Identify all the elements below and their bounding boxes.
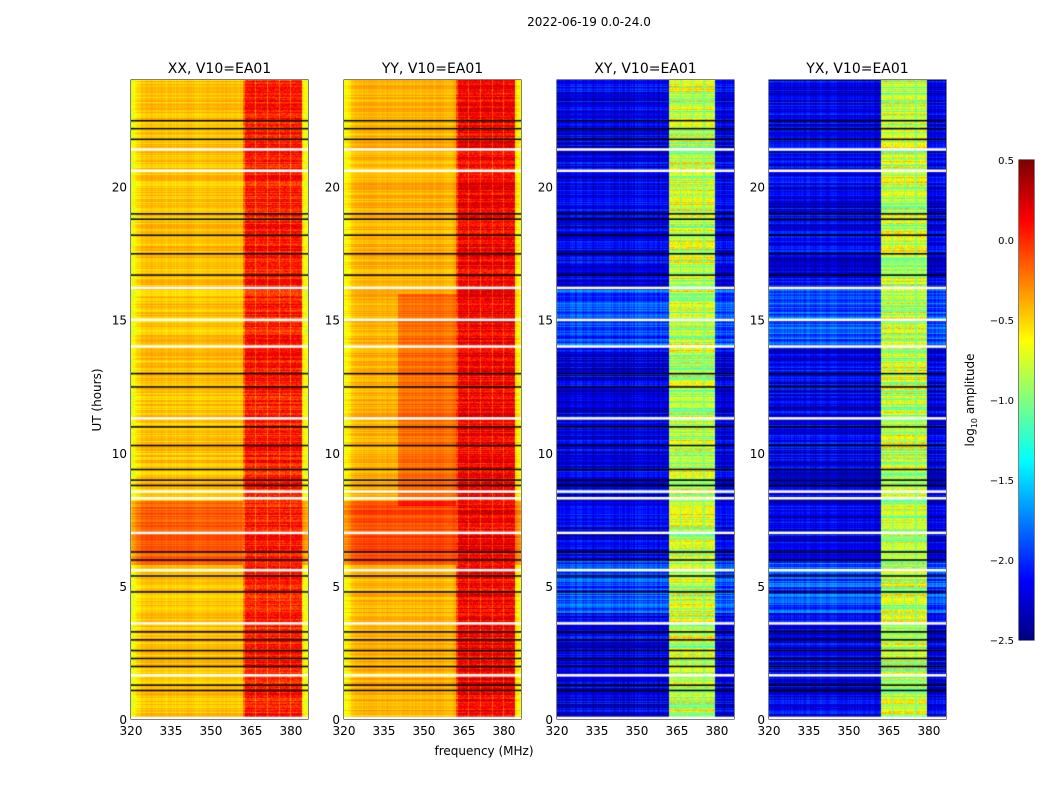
colorbar-tick-label: −2.5 bbox=[990, 636, 1014, 647]
colorbar-tick-label: 0.0 bbox=[998, 236, 1014, 247]
y-tick-label: 10 bbox=[112, 447, 127, 461]
x-tick-label: 335 bbox=[586, 724, 609, 738]
x-tick-label: 320 bbox=[120, 724, 143, 738]
panel-title: YY, V10=EA01 bbox=[381, 61, 483, 77]
y-tick-label: 10 bbox=[750, 447, 765, 461]
x-tick-label: 335 bbox=[160, 724, 183, 738]
y-tick-label: 5 bbox=[332, 580, 340, 594]
y-tick-label: 5 bbox=[545, 580, 553, 594]
y-tick-label: 15 bbox=[325, 314, 340, 328]
x-tick-label: 320 bbox=[333, 724, 356, 738]
y-tick-label: 0 bbox=[757, 713, 765, 727]
y-tick-label: 0 bbox=[545, 713, 553, 727]
y-axis-label: UT (hours) bbox=[90, 368, 104, 431]
y-tick-label: 0 bbox=[119, 713, 127, 727]
heatmap-yx bbox=[769, 80, 946, 719]
x-tick-label: 365 bbox=[453, 724, 476, 738]
x-tick-label: 320 bbox=[758, 724, 781, 738]
heatmap-yy bbox=[344, 80, 521, 719]
panel-title: XX, V10=EA01 bbox=[168, 61, 271, 77]
y-tick-label: 20 bbox=[112, 181, 127, 195]
y-tick-label: 10 bbox=[325, 447, 340, 461]
panel-title: XY, V10=EA01 bbox=[594, 61, 696, 77]
y-tick-label: 10 bbox=[538, 447, 553, 461]
x-tick-label: 380 bbox=[917, 724, 940, 738]
y-tick-label: 15 bbox=[750, 314, 765, 328]
colorbar-gradient bbox=[1019, 160, 1034, 640]
colorbar-tick-label: −1.0 bbox=[990, 396, 1014, 407]
y-tick-label: 15 bbox=[112, 314, 127, 328]
x-tick-label: 350 bbox=[413, 724, 436, 738]
figure-title: 2022-06-19 0.0-24.0 bbox=[527, 15, 651, 29]
y-tick-label: 20 bbox=[538, 181, 553, 195]
colorbar-tick-label: −0.5 bbox=[990, 316, 1014, 327]
x-tick-label: 380 bbox=[492, 724, 515, 738]
x-tick-label: 335 bbox=[798, 724, 821, 738]
x-tick-label: 350 bbox=[626, 724, 649, 738]
x-tick-label: 380 bbox=[705, 724, 728, 738]
y-tick-label: 15 bbox=[538, 314, 553, 328]
x-tick-label: 350 bbox=[838, 724, 861, 738]
y-tick-label: 20 bbox=[750, 181, 765, 195]
colorbar-tick-label: 0.5 bbox=[998, 156, 1014, 167]
x-tick-label: 350 bbox=[200, 724, 223, 738]
colorbar-tick-label: −1.5 bbox=[990, 476, 1014, 487]
y-tick-label: 0 bbox=[332, 713, 340, 727]
x-axis-label: frequency (MHz) bbox=[434, 744, 533, 758]
x-tick-label: 320 bbox=[546, 724, 569, 738]
y-tick-label: 20 bbox=[325, 181, 340, 195]
colorbar-label: log10 amplitude bbox=[963, 354, 979, 447]
y-tick-label: 5 bbox=[119, 580, 127, 594]
y-tick-label: 5 bbox=[757, 580, 765, 594]
x-tick-label: 365 bbox=[240, 724, 263, 738]
x-tick-label: 365 bbox=[666, 724, 689, 738]
x-tick-label: 335 bbox=[373, 724, 396, 738]
x-tick-label: 365 bbox=[878, 724, 901, 738]
heatmap-xy bbox=[557, 80, 734, 719]
x-tick-label: 380 bbox=[279, 724, 302, 738]
colorbar-tick-label: −2.0 bbox=[990, 556, 1014, 567]
panel-title: YX, V10=EA01 bbox=[805, 61, 908, 77]
heatmap-xx bbox=[131, 80, 308, 719]
